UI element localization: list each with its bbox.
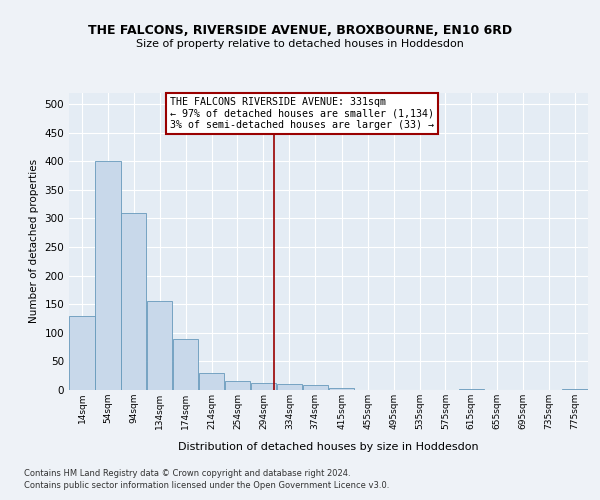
Bar: [95, 161, 121, 390]
Bar: [251, 383, 276, 390]
Bar: [121, 212, 146, 390]
Bar: [225, 382, 250, 390]
Text: Distribution of detached houses by size in Hoddesdon: Distribution of detached houses by size …: [178, 442, 479, 452]
Bar: [329, 388, 355, 390]
Bar: [173, 338, 198, 390]
Bar: [277, 384, 302, 390]
Bar: [199, 373, 224, 390]
Bar: [147, 302, 172, 390]
Y-axis label: Number of detached properties: Number of detached properties: [29, 159, 39, 324]
Text: THE FALCONS, RIVERSIDE AVENUE, BROXBOURNE, EN10 6RD: THE FALCONS, RIVERSIDE AVENUE, BROXBOURN…: [88, 24, 512, 38]
Bar: [70, 316, 95, 390]
Text: Size of property relative to detached houses in Hoddesdon: Size of property relative to detached ho…: [136, 39, 464, 49]
Text: THE FALCONS RIVERSIDE AVENUE: 331sqm
← 97% of detached houses are smaller (1,134: THE FALCONS RIVERSIDE AVENUE: 331sqm ← 9…: [170, 97, 434, 130]
Bar: [302, 386, 328, 390]
Text: Contains public sector information licensed under the Open Government Licence v3: Contains public sector information licen…: [24, 480, 389, 490]
Text: Contains HM Land Registry data © Crown copyright and database right 2024.: Contains HM Land Registry data © Crown c…: [24, 470, 350, 478]
